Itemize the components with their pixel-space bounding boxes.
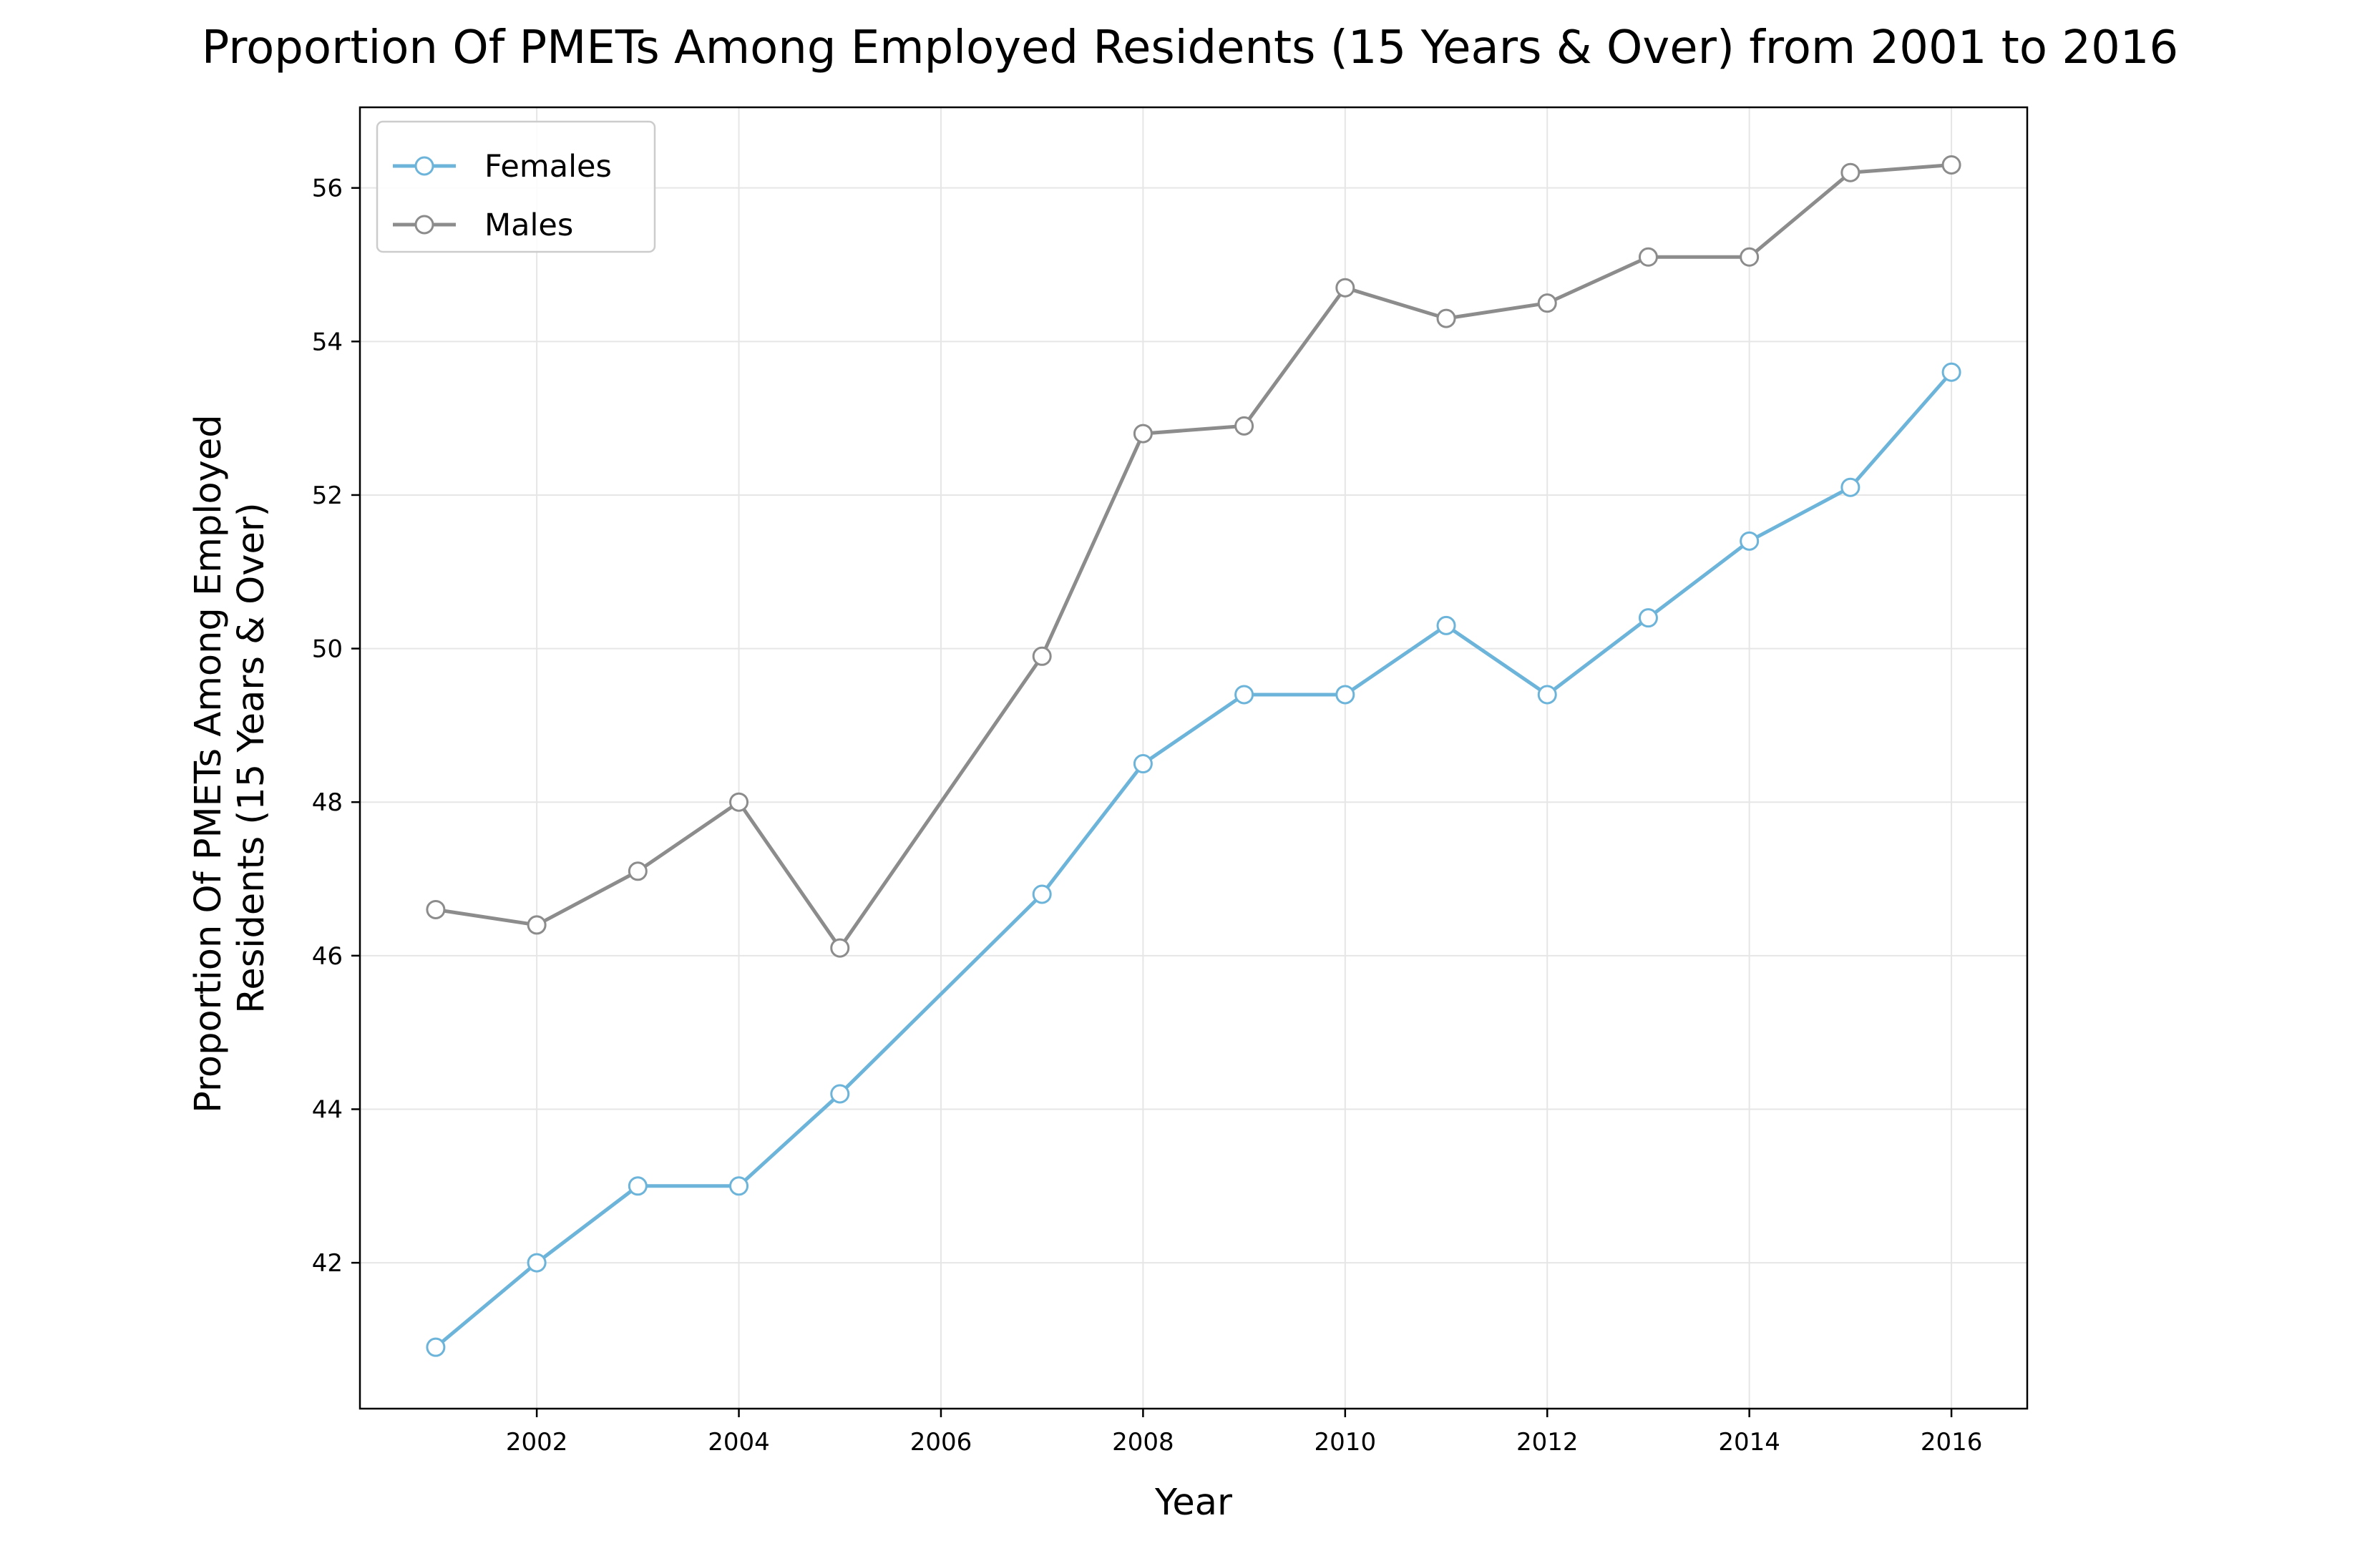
data-point-males [1740, 247, 1760, 267]
data-point-males [1133, 424, 1153, 444]
series-markers [426, 155, 1961, 1357]
x-tick-label: 2004 [708, 1428, 770, 1457]
x-axis-label: Year [1154, 1482, 1232, 1524]
legend-marker-males [414, 215, 434, 235]
legend: Females Males [376, 120, 656, 253]
plot-area-frame [359, 106, 2029, 1410]
y-axis-label: Proportion Of PMETs Among Employed Resid… [187, 403, 273, 1113]
y-tick-label: 50 [312, 635, 343, 664]
data-point-females [1638, 608, 1658, 628]
data-point-males [1537, 293, 1557, 313]
data-point-males [628, 861, 648, 881]
y-tick-label: 46 [312, 942, 343, 971]
data-point-males [1335, 278, 1355, 298]
chart-title: Proportion Of PMETs Among Employed Resid… [202, 21, 2178, 74]
y-axis-label-line-2: Residents (15 Years & Over) [230, 502, 273, 1013]
data-point-females [527, 1253, 547, 1273]
data-point-males [1436, 308, 1456, 328]
data-point-females [1234, 685, 1254, 705]
x-tick-label: 2008 [1112, 1428, 1174, 1457]
x-tick-label: 2010 [1315, 1428, 1377, 1457]
data-point-females [1740, 531, 1760, 551]
data-point-females [1436, 615, 1456, 635]
y-tick-label: 52 [312, 481, 343, 510]
grid-lines [360, 107, 2027, 1409]
data-point-males [1638, 247, 1658, 267]
y-axis-label-line-1: Proportion Of PMETs Among Employed [187, 414, 230, 1112]
data-point-females [426, 1337, 446, 1357]
data-point-males [426, 899, 446, 919]
data-point-females [729, 1176, 749, 1196]
y-tick-label: 42 [312, 1249, 343, 1278]
data-point-males [1941, 155, 1961, 175]
x-tick-label: 2006 [910, 1428, 972, 1457]
y-tick-label: 48 [312, 788, 343, 817]
data-point-males [1840, 162, 1860, 182]
legend-box [376, 120, 656, 253]
data-point-females [1133, 754, 1153, 774]
data-point-males [1032, 646, 1052, 666]
data-point-males [527, 915, 547, 935]
data-point-females [1941, 362, 1961, 382]
y-tick-label: 54 [312, 328, 343, 356]
data-point-females [628, 1176, 648, 1196]
legend-label-females: Females [484, 149, 612, 185]
y-axis-ticks: 42 44 46 48 50 52 54 56 [312, 175, 360, 1278]
x-tick-label: 2014 [1718, 1428, 1780, 1457]
data-point-males [1234, 416, 1254, 436]
data-point-females [1840, 477, 1860, 497]
x-tick-label: 2012 [1516, 1428, 1579, 1457]
data-point-females [1335, 685, 1355, 705]
data-point-females [1537, 685, 1557, 705]
data-point-females [1032, 884, 1052, 904]
y-tick-label: 44 [312, 1095, 343, 1124]
data-point-females [830, 1084, 850, 1104]
legend-label-males: Males [484, 207, 573, 243]
x-tick-label: 2016 [1921, 1428, 1983, 1457]
data-point-males [830, 938, 850, 958]
legend-marker-females [414, 156, 434, 176]
x-axis-ticks: 2002 2004 2006 2008 2010 2012 2014 2016 [506, 1409, 1983, 1457]
x-tick-label: 2002 [506, 1428, 568, 1457]
y-tick-label: 56 [312, 175, 343, 203]
data-point-males [729, 792, 749, 812]
